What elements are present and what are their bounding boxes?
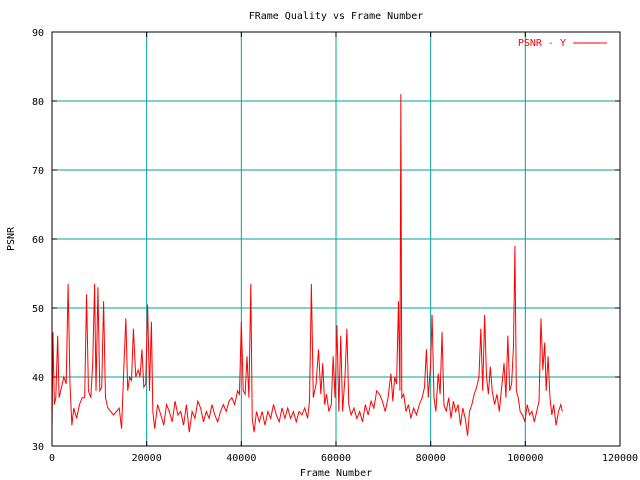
y-tick-label: 80	[32, 97, 44, 108]
y-tick-label: 50	[32, 304, 44, 315]
x-axis-label: Frame Number	[300, 468, 372, 479]
x-tick-label: 0	[49, 453, 55, 464]
y-tick-label: 40	[32, 373, 44, 384]
x-tick-label: 80000	[416, 453, 446, 464]
y-tick-label: 70	[32, 166, 44, 177]
y-tick-label: 90	[32, 28, 44, 39]
y-tick-label: 60	[32, 235, 44, 246]
x-tick-label: 120000	[602, 453, 638, 464]
legend: PSNR - Y	[518, 38, 607, 49]
series-layer	[51, 94, 563, 436]
chart-title: FRame Quality vs Frame Number	[249, 11, 424, 22]
x-tick-label: 40000	[226, 453, 256, 464]
tick-labels: 0 20000 40000 60000 80000 100000 120000 30 40 50 6…	[32, 28, 638, 464]
y-tick-label: 30	[32, 442, 44, 453]
y-axis-label: PSNR	[6, 226, 17, 251]
grid-lines	[52, 32, 620, 446]
x-tick-label: 60000	[321, 453, 351, 464]
series-line-psnr-y	[51, 94, 563, 436]
legend-label: PSNR - Y	[518, 38, 566, 49]
x-tick-label: 20000	[132, 453, 162, 464]
x-tick-label: 100000	[507, 453, 543, 464]
plot-frame	[51, 31, 621, 447]
